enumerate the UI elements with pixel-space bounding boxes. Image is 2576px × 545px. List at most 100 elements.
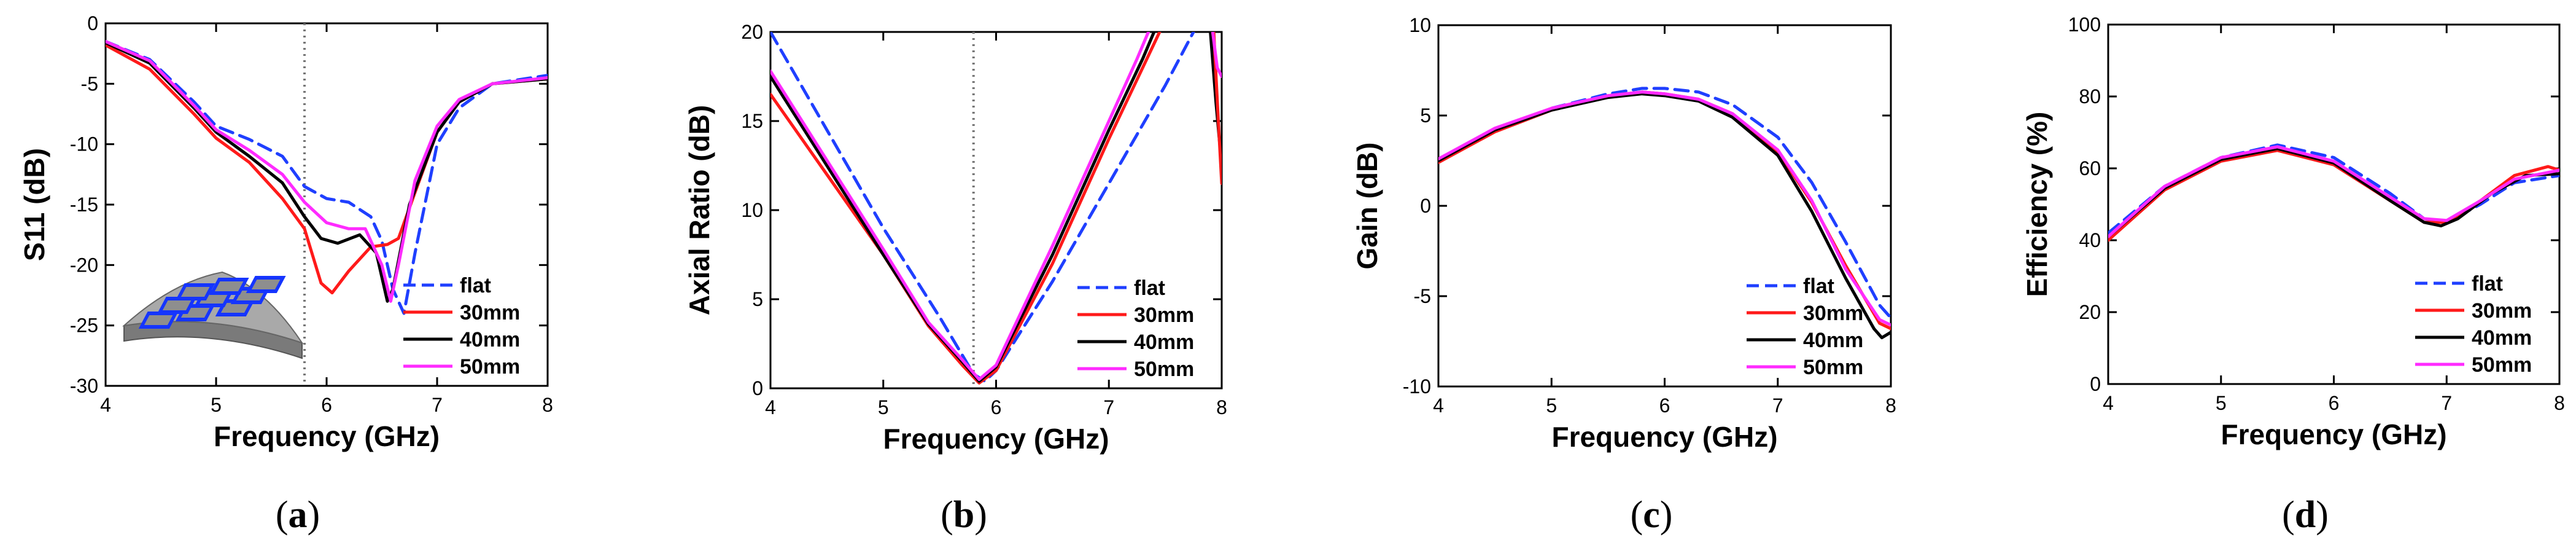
legend-label-flat: flat (1803, 275, 1834, 298)
chart-panel-b: 4 5 6 7 8 0 5 10 15 20 Frequency (GHz) Axial Ratio … (683, 21, 1227, 536)
chart-panel-c: 4 5 6 7 8 10 5 0 -5 -10 Frequency (GHz) Gain (dB) fl… (1351, 14, 1896, 536)
x-tick-label: 5 (1546, 394, 1557, 417)
caption-letter: d (2295, 494, 2316, 536)
y-tick-label: 0 (2090, 373, 2101, 395)
y-tick-label: 15 (741, 110, 763, 132)
x-tick-label: 8 (1216, 396, 1227, 418)
y-tick-label: -15 (70, 194, 98, 216)
series-line-30mm (770, 32, 1162, 385)
y-tick-label: 10 (1409, 14, 1431, 36)
y-tick-label: -5 (81, 73, 98, 95)
caption-letter: a (289, 494, 308, 536)
series-line-50mm (770, 32, 1150, 381)
y-tick-label: 60 (2079, 157, 2101, 179)
legend-label-50mm: 50mm (1803, 356, 1863, 379)
y-tick-label: 5 (1420, 104, 1431, 127)
legend-label-40mm: 40mm (2472, 326, 2532, 350)
x-tick-label: 7 (432, 394, 443, 416)
y-tick-label: -25 (70, 315, 98, 337)
series-group (770, 32, 1222, 385)
x-tick-label: 7 (1103, 396, 1114, 418)
legend-label-50mm: 50mm (460, 355, 520, 378)
panel-caption: (d) (2282, 494, 2329, 536)
caption-letter: c (1643, 494, 1660, 536)
caption-close-paren: ) (308, 494, 320, 536)
legend-label-30mm: 30mm (1803, 302, 1863, 325)
x-tick-label: 6 (991, 396, 1002, 418)
caption-close-paren: ) (1660, 494, 1673, 536)
x-tick-label: 4 (2103, 392, 2114, 414)
series-group (1438, 87, 1891, 340)
caption-open-paren: ( (276, 494, 289, 536)
series-line-50mm (2108, 145, 2559, 238)
series-line-50mm (1438, 90, 1891, 327)
legend-label-50mm: 50mm (1134, 358, 1194, 381)
y-tick-label: -30 (70, 375, 98, 397)
legend-label-flat: flat (2472, 272, 2503, 296)
x-tick-label: 5 (211, 394, 222, 416)
series-group (2108, 143, 2559, 242)
x-axis-title: Frequency (GHz) (1551, 421, 1777, 453)
x-tick-label: 5 (878, 396, 889, 418)
legend: flat 30mm 40mm 50mm (1077, 276, 1194, 381)
x-axis-title: Frequency (GHz) (2221, 418, 2446, 450)
curved-array-icon (122, 271, 304, 359)
x-tick-label: 4 (100, 394, 111, 416)
array-element (209, 278, 249, 295)
series-line-40mm (1438, 92, 1891, 340)
x-tick-label: 4 (1433, 394, 1444, 417)
legend-label-30mm: 30mm (460, 301, 520, 324)
legend: flat 30mm 40mm 50mm (2415, 272, 2532, 377)
y-tick-label: 5 (752, 288, 763, 310)
legend: flat 30mm 40mm 50mm (403, 274, 520, 378)
array-element (246, 276, 286, 293)
caption-close-paren: ) (974, 494, 987, 536)
caption-open-paren: ( (1631, 494, 1643, 536)
series-line-40mm (106, 41, 548, 303)
caption-letter: b (953, 494, 974, 536)
caption-open-paren: ( (2282, 494, 2295, 536)
legend: flat 30mm 40mm 50mm (1747, 275, 1863, 379)
x-tick-label: 8 (1885, 394, 1896, 417)
x-tick-label: 6 (1659, 394, 1670, 417)
panel-caption: (c) (1631, 494, 1673, 536)
y-tick-label: 80 (2079, 85, 2101, 108)
y-tick-label: -5 (1414, 285, 1431, 307)
x-tick-label: 6 (321, 394, 332, 416)
y-tick-label: 0 (87, 12, 98, 34)
y-axis-title: Efficiency (%) (2021, 112, 2053, 297)
y-tick-label: 20 (741, 21, 763, 43)
x-tick-label: 8 (542, 394, 553, 416)
series-line-flat (770, 32, 1195, 383)
x-axis-title: Frequency (GHz) (214, 420, 440, 452)
x-axis-title: Frequency (GHz) (883, 423, 1109, 455)
y-tick-label: -20 (70, 254, 98, 276)
series-line-flat (2108, 143, 2559, 235)
x-tick-label: 7 (2441, 392, 2452, 414)
array-element (157, 297, 197, 314)
y-tick-label: 0 (752, 377, 763, 399)
series-line-flat (106, 40, 548, 315)
legend-label-40mm: 40mm (1803, 329, 1863, 352)
x-tick-label: 7 (1772, 394, 1783, 417)
legend-label-40mm: 40mm (460, 328, 520, 351)
chart-panel-d: 4 5 6 7 8 100 80 60 40 20 0 Frequency (GHz) Efficien… (2021, 14, 2565, 536)
caption-open-paren: ( (941, 494, 953, 536)
x-tick-label: 4 (765, 396, 776, 418)
legend-label-50mm: 50mm (2472, 353, 2532, 377)
legend-label-40mm: 40mm (1134, 331, 1194, 354)
y-tick-label: 0 (1420, 195, 1431, 217)
y-axis-title: Axial Ratio (dB) (683, 105, 715, 315)
y-tick-label: 100 (2068, 14, 2101, 36)
caption-close-paren: ) (2316, 494, 2329, 536)
legend-label-flat: flat (460, 274, 491, 297)
panel-caption: (b) (941, 494, 987, 536)
panel-caption: (a) (276, 494, 320, 536)
legend-label-30mm: 30mm (1134, 304, 1194, 327)
y-tick-label: -10 (1403, 375, 1431, 398)
series-line-50mm (106, 40, 548, 303)
legend-label-flat: flat (1134, 276, 1165, 300)
y-axis-title: Gain (dB) (1351, 143, 1383, 270)
array-element (138, 312, 179, 329)
